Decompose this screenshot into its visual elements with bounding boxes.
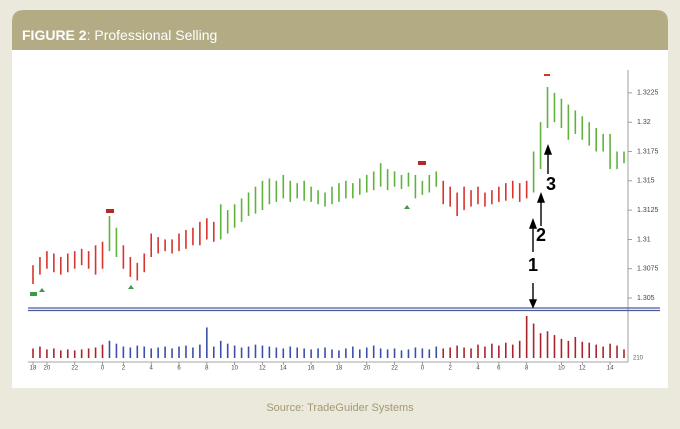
annotation: 1 [528, 255, 538, 275]
x-tick-label: 14 [607, 366, 614, 372]
y-tick-label: 1.3075 [637, 266, 659, 273]
arrow-head [528, 218, 538, 229]
signal [30, 292, 37, 296]
x-tick-label: 12 [259, 366, 266, 372]
x-tick-label: 0 [421, 366, 425, 372]
x-tick-label: 2 [449, 366, 453, 372]
x-tick-label: 18 [336, 366, 343, 372]
header-band [12, 10, 668, 50]
x-tick-label: 2 [122, 366, 126, 372]
signal [39, 288, 45, 292]
x-tick-label: 20 [363, 366, 370, 372]
x-tick-label: 4 [150, 366, 154, 372]
signal [418, 161, 426, 165]
figure-title: FIGURE 2: Professional Selling [22, 27, 217, 43]
y-tick-label: 1.305 [637, 295, 655, 302]
figure-label: FIGURE 2 [22, 27, 87, 43]
arrow-head [528, 299, 538, 309]
x-tick-label: 8 [525, 366, 529, 372]
x-tick-label: 8 [205, 366, 209, 372]
figure-caption: : Professional Selling [87, 27, 218, 43]
y-tick-label: 1.315 [637, 178, 655, 185]
x-tick-label: 0 [101, 366, 105, 372]
signal [404, 205, 410, 209]
x-tick-label: 4 [476, 366, 480, 372]
y-tick-label: 1.3125 [637, 207, 659, 214]
volume-label: 210 [633, 356, 644, 362]
source: Source: TradeGuider Systems [266, 402, 414, 414]
y-tick-label: 1.32 [637, 119, 651, 126]
y-tick-label: 1.31 [637, 236, 651, 243]
x-tick-label: 6 [177, 366, 181, 372]
arrow-head [543, 144, 553, 155]
x-tick-label: 18 [30, 366, 37, 372]
annotations [528, 144, 553, 309]
x-tick-label: 16 [308, 366, 315, 372]
x-tick-label: 22 [71, 366, 78, 372]
signal [106, 209, 114, 213]
y-tick-label: 1.3175 [637, 148, 659, 155]
x-tick-label: 10 [558, 366, 565, 372]
signal [128, 285, 134, 289]
x-tick-label: 20 [44, 366, 51, 372]
annotation: 2 [536, 225, 546, 245]
signal [544, 74, 550, 76]
arrow-head [536, 192, 546, 203]
x-tick-label: 6 [497, 366, 501, 372]
x-tick-label: 12 [579, 366, 586, 372]
x-tick-label: 10 [231, 366, 238, 372]
plot: 1.305 1.3075 1.31 1.3125 1.315 1.3175 1.32 1.32… [30, 87, 659, 372]
annotation: 3 [546, 174, 556, 194]
y-tick-label: 1.3225 [637, 90, 659, 97]
x-tick-label: 14 [280, 366, 287, 372]
chart-panel [12, 50, 668, 388]
x-tick-label: 22 [391, 366, 398, 372]
